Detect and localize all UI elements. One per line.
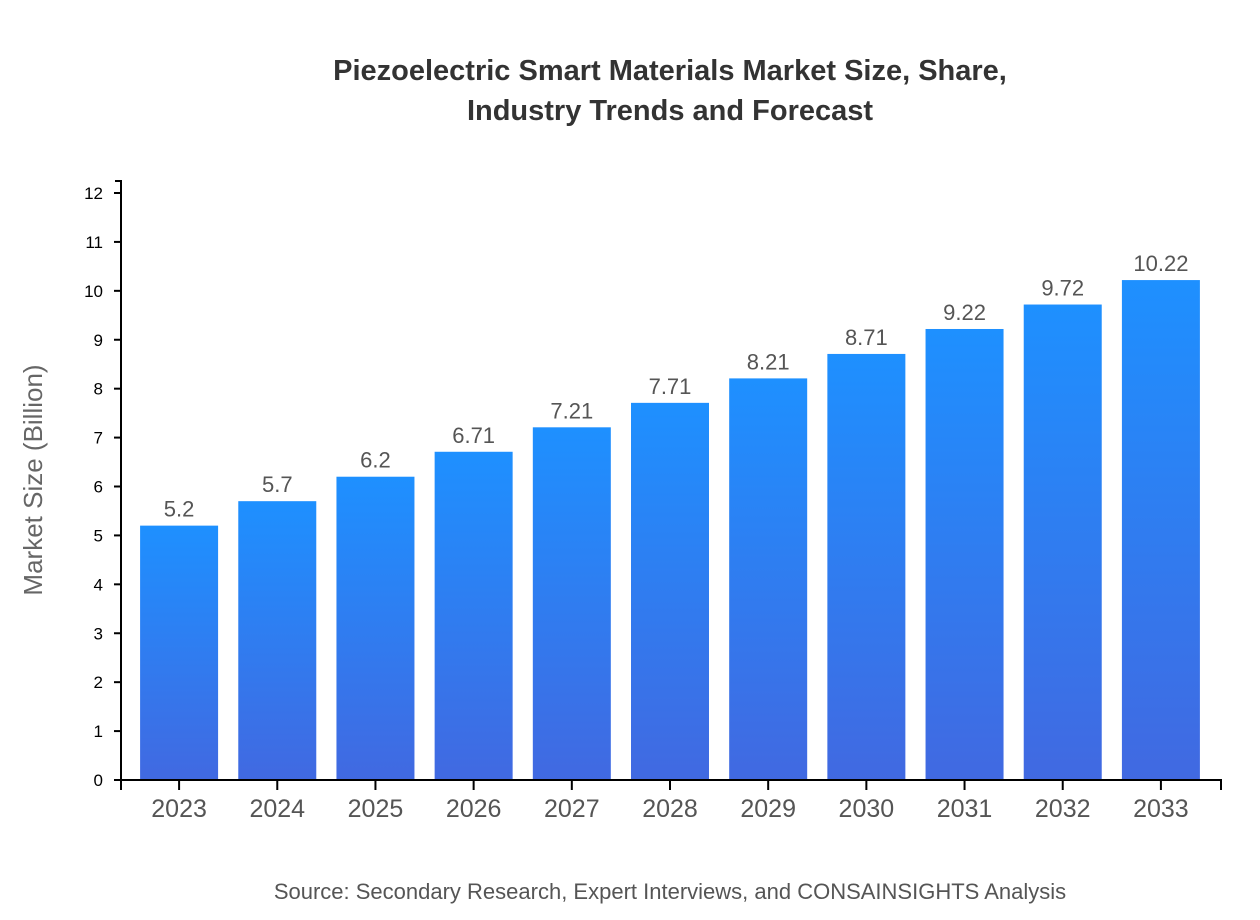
y-tick-label: 12	[84, 184, 103, 203]
bar-2031	[925, 328, 1004, 780]
y-tick-label: 2	[94, 673, 103, 692]
x-tick-label-2029: 2029	[740, 795, 796, 823]
chart-title-line-2: Industry Trends and Forecast	[467, 95, 873, 127]
x-tick-label-2027: 2027	[544, 795, 600, 823]
data-label-2027: 7.21	[550, 398, 593, 423]
x-tick-label-2028: 2028	[642, 795, 698, 823]
x-tick-label-2025: 2025	[348, 795, 404, 823]
y-tick-label: 7	[94, 429, 103, 448]
bar-2027	[532, 427, 611, 780]
bars-group: 5.2 5.7 6.2 6.71 7.21 7.71 8.21 8.71 9.22 9.72 10.…	[140, 251, 1200, 780]
y-tick-label: 8	[94, 380, 103, 399]
data-label-2030: 8.71	[845, 325, 888, 350]
y-axis-line	[115, 180, 122, 781]
bar-2023	[140, 525, 219, 780]
y-tick-label: 6	[94, 478, 103, 497]
y-tick-label: 0	[94, 771, 103, 790]
bar-2029	[729, 378, 808, 780]
data-label-2026: 6.71	[452, 423, 495, 448]
data-label-2032: 9.72	[1041, 276, 1084, 301]
chart-title-line-1: Piezoelectric Smart Materials Market Siz…	[333, 55, 1007, 87]
y-axis-label: Market Size (Billion)	[18, 364, 48, 595]
bar-2030	[827, 353, 906, 780]
x-tick-label-2033: 2033	[1133, 795, 1189, 823]
x-tick-label-2026: 2026	[446, 795, 502, 823]
bar-2024	[238, 501, 317, 780]
data-label-2029: 8.21	[747, 349, 790, 374]
bar-2033	[1121, 280, 1200, 780]
x-tick-label-2023: 2023	[151, 795, 207, 823]
bar-2025	[336, 476, 415, 780]
data-label-2033: 10.22	[1133, 251, 1188, 276]
data-label-2023: 5.2	[164, 497, 195, 522]
bar-2032	[1023, 304, 1102, 780]
y-tick-label: 1	[94, 722, 103, 741]
x-tick-label-2032: 2032	[1035, 795, 1091, 823]
y-tick-label: 10	[84, 282, 103, 301]
y-tick-label: 11	[85, 233, 103, 252]
x-tick-label-2030: 2030	[839, 795, 895, 823]
x-tick-label-2031: 2031	[937, 795, 993, 823]
bar-2028	[631, 402, 709, 780]
data-label-2024: 5.7	[262, 472, 293, 497]
x-tick-label-2024: 2024	[249, 795, 305, 823]
data-label-2028: 7.71	[649, 374, 692, 399]
data-label-2031: 9.22	[943, 300, 986, 325]
y-tick-label: 4	[94, 575, 103, 594]
bar-2026	[434, 451, 513, 780]
y-tick-label: 3	[94, 624, 103, 643]
x-axis: 2023 2024 2025 2026 2027 2028 2029 2030 2031 2032…	[120, 779, 1222, 823]
data-label-2025: 6.2	[360, 448, 391, 473]
y-tick-label: 5	[94, 526, 103, 545]
y-tick-label: 9	[94, 331, 103, 350]
source-note: Source: Secondary Research, Expert Inter…	[274, 879, 1066, 904]
